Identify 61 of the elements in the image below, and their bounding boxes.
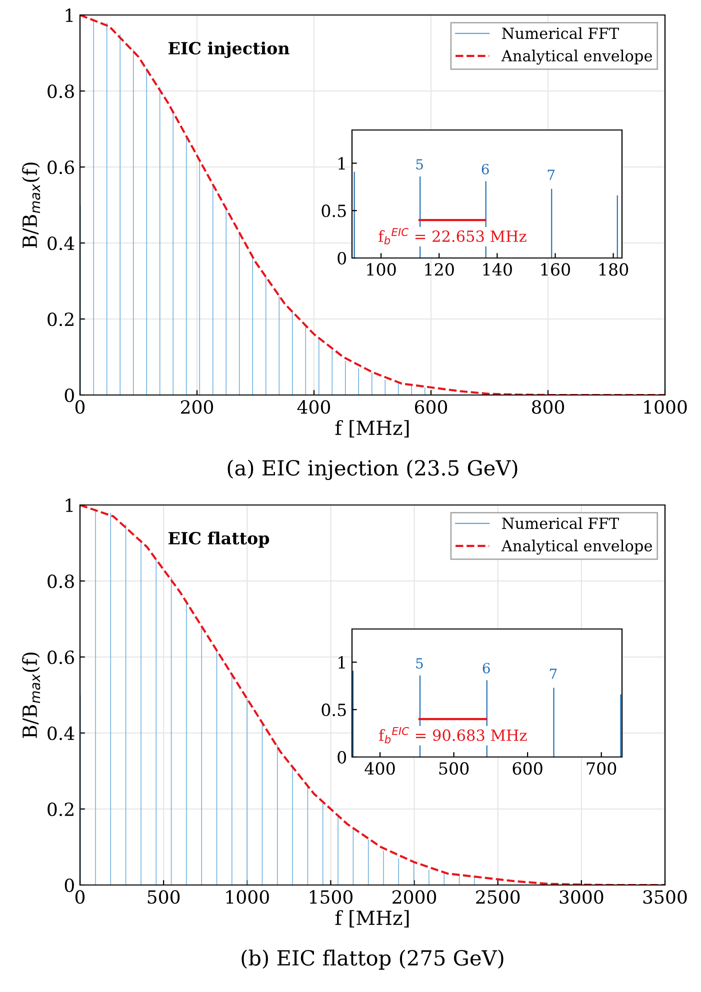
x-tick-label: 100 xyxy=(367,263,396,276)
annotation: 6 xyxy=(482,662,490,674)
y-tick-label: 1 xyxy=(338,157,345,170)
x-tick-label: 500 xyxy=(439,762,469,775)
x-tick-label: 1000 xyxy=(226,890,269,904)
y-tick-label: 0 xyxy=(64,388,74,402)
y-tick-label: 1 xyxy=(66,498,73,512)
annotation: f$_{b}$$^{EIC}$ = 90.683 MHz xyxy=(379,726,527,744)
x-tick-label: 2500 xyxy=(476,890,520,904)
x-axis-title: f [MHz] xyxy=(335,420,409,438)
x-tick-label: 1500 xyxy=(310,890,352,904)
legend-label: Analytical envelope xyxy=(501,540,652,555)
x-tick-label: 3500 xyxy=(643,890,687,904)
x-tick-label: 120 xyxy=(425,263,454,276)
text: (b) EIC flattop (275 GeV) xyxy=(242,950,504,970)
x-tick-label: 600 xyxy=(512,762,542,775)
x-tick-label: 500 xyxy=(148,890,180,904)
x-tick-label: 180 xyxy=(599,263,628,276)
x-tick-label: 400 xyxy=(297,400,330,414)
x-tick-label: 800 xyxy=(532,400,564,414)
y-tick-label: 0.5 xyxy=(322,704,346,716)
y-tick-label: 1 xyxy=(66,8,73,22)
x-tick-label: 700 xyxy=(586,762,616,775)
annotation: 5 xyxy=(416,159,423,170)
y-tick-label: 0.8 xyxy=(48,84,74,98)
annotation: f$_{b}$$^{EIC}$ = 22.653 MHz xyxy=(378,228,526,244)
y-tick-label: 0.6 xyxy=(48,650,74,664)
x-tick-label: 200 xyxy=(180,400,214,414)
annotation: 6 xyxy=(482,164,489,174)
y-tick-label: 0 xyxy=(338,750,346,764)
annotation: 7 xyxy=(550,668,557,679)
x-tick-label: 140 xyxy=(483,263,512,276)
x-tick-label: 0 xyxy=(75,400,85,414)
x-tick-label: 400 xyxy=(364,762,395,775)
y-tick-label: 1 xyxy=(338,656,345,669)
x-tick-label: 0 xyxy=(75,890,85,904)
x-tick-label: 2000 xyxy=(392,890,436,904)
y-axis-title: B/B$_{max}$(f) xyxy=(22,652,40,738)
x-tick-label: 160 xyxy=(541,263,570,276)
text: (a) EIC injection (23.5 GeV) xyxy=(228,460,518,480)
y-tick-label: 0.4 xyxy=(48,726,74,740)
y-tick-label: 0 xyxy=(64,878,74,892)
y-tick-label: 0.5 xyxy=(322,204,346,218)
y-tick-label: 0.2 xyxy=(48,312,74,326)
legend-label: Analytical envelope xyxy=(501,50,652,65)
text: EIC injection xyxy=(168,42,290,58)
x-tick-label: 3000 xyxy=(560,890,604,904)
annotation: 7 xyxy=(548,170,554,180)
y-tick-label: 0.4 xyxy=(48,236,74,250)
legend-label: Numerical FFT xyxy=(502,517,619,530)
y-tick-label: 0.2 xyxy=(48,802,74,816)
annotation: 5 xyxy=(416,658,423,669)
x-tick-label: 600 xyxy=(414,400,448,414)
x-axis-title: f [MHz] xyxy=(335,910,409,928)
y-tick-label: 0.8 xyxy=(48,574,74,588)
y-tick-label: 0.6 xyxy=(48,160,74,174)
legend-label: Numerical FFT xyxy=(502,27,619,40)
y-axis-title: B/B$_{max}$(f) xyxy=(22,162,40,248)
text: EIC flattop xyxy=(168,532,270,548)
x-tick-label: 1000 xyxy=(644,400,687,414)
y-tick-label: 0 xyxy=(338,252,346,265)
